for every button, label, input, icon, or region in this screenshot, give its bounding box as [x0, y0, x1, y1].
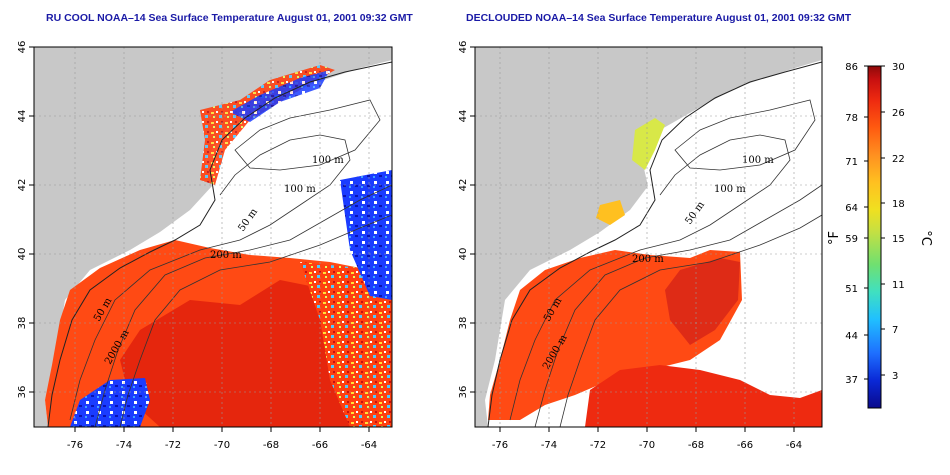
axis-ticks	[470, 46, 795, 432]
lat-tick-label: 38	[17, 317, 28, 330]
lon-tick-label: -68	[263, 440, 279, 451]
colorbar-ticks	[864, 65, 885, 380]
contour-label: 100 m	[312, 155, 344, 166]
colorbar-c-tick: 15	[892, 234, 905, 245]
sst-southern-fragments	[585, 365, 822, 427]
contour-2000m	[559, 214, 822, 427]
contour-label: 100 m	[742, 155, 774, 166]
colorbar-c-tick: 11	[892, 280, 905, 291]
colorbar-c-tick: 22	[892, 154, 905, 165]
colorbar-c-tick: 30	[892, 62, 905, 73]
map-panel-raw: 100 m 100 m 50 m 200 m 50 m 2000 m	[17, 41, 393, 451]
lon-tick-label: -72	[165, 440, 181, 451]
lon-tick-label: -70	[214, 440, 230, 451]
lat-tick-label: 46	[17, 41, 28, 54]
lon-tick-label: -66	[737, 440, 753, 451]
lon-tick-label: -64	[361, 440, 377, 451]
lon-tick-label: -72	[590, 440, 606, 451]
lat-tick-label: 44	[17, 110, 28, 123]
fahrenheit-unit-label: °F	[827, 231, 842, 245]
colorbar-f-tick: 71	[845, 157, 858, 168]
lon-tick-label: -74	[541, 440, 557, 451]
lat-tick-label: 38	[458, 317, 469, 330]
colorbar-f-tick: 59	[845, 234, 858, 245]
colorbar-f-tick: 78	[845, 113, 858, 124]
contour-50m	[509, 134, 791, 421]
contour-50m	[69, 134, 351, 421]
graticule	[475, 47, 822, 427]
lat-tick-label: 42	[17, 179, 28, 192]
contour-2000m	[119, 214, 392, 427]
lat-tick-label: 42	[458, 179, 469, 192]
contour-200m	[94, 184, 392, 427]
map-title-declouded: DECLOUDED NOAA–14 Sea Surface Temperatur…	[466, 12, 852, 24]
sst-coastal-yellow	[596, 200, 625, 225]
map-panel-declouded: 100 m 100 m 50 m 200 m 50 m 2000 m	[458, 41, 823, 451]
sst-coastal-band	[632, 118, 665, 170]
colorbar-gradient	[867, 65, 882, 409]
lon-tick-label: -74	[116, 440, 132, 451]
contour-100m-gulf	[234, 99, 381, 171]
lat-tick-label: 46	[458, 41, 469, 54]
lon-tick-label: -68	[688, 440, 704, 451]
sst-hot-core	[665, 258, 740, 345]
coastline	[487, 61, 822, 427]
contour-200m	[534, 184, 822, 427]
map-title-raw: RU COOL NOAA–14 Sea Surface Temperature …	[46, 12, 413, 24]
lon-tick-label: -76	[492, 440, 508, 451]
lat-tick-label: 40	[458, 248, 469, 261]
colorbar-c-tick: 3	[892, 371, 898, 382]
lat-tick-label: 44	[458, 110, 469, 123]
contour-label: 200 m	[632, 254, 664, 265]
lon-tick-label: -64	[786, 440, 802, 451]
colorbar-f-tick: 86	[845, 62, 858, 73]
map-frame	[33, 46, 393, 428]
celsius-unit-label: °C	[918, 230, 933, 246]
graticule	[34, 47, 392, 427]
contour-100m-gulf	[674, 99, 816, 171]
lat-tick-label: 36	[458, 386, 469, 399]
lon-tick-label: -70	[639, 440, 655, 451]
colorbar-c-tick: 18	[892, 199, 905, 210]
colorbar-f-tick: 64	[845, 203, 858, 214]
contour-label: 200 m	[210, 250, 242, 261]
axis-ticks	[29, 46, 370, 432]
map-frame	[474, 46, 823, 428]
sst-cold-east	[340, 170, 392, 300]
lon-tick-label: -76	[67, 440, 83, 451]
colorbar-f-tick: 37	[845, 375, 858, 386]
lat-tick-label: 36	[17, 386, 28, 399]
lat-tick-label: 40	[17, 248, 28, 261]
colorbar: 86 78 71 64 59 51 44 37 30 26 22 18 15 1…	[827, 62, 933, 409]
colorbar-f-tick: 44	[845, 331, 858, 342]
lon-tick-label: -66	[312, 440, 328, 451]
colorbar-c-tick: 7	[892, 325, 898, 336]
contour-label: 100 m	[284, 184, 316, 195]
colorbar-c-tick: 26	[892, 108, 905, 119]
contour-label: 100 m	[714, 184, 746, 195]
colorbar-f-tick: 51	[845, 284, 858, 295]
coastline	[47, 61, 392, 427]
